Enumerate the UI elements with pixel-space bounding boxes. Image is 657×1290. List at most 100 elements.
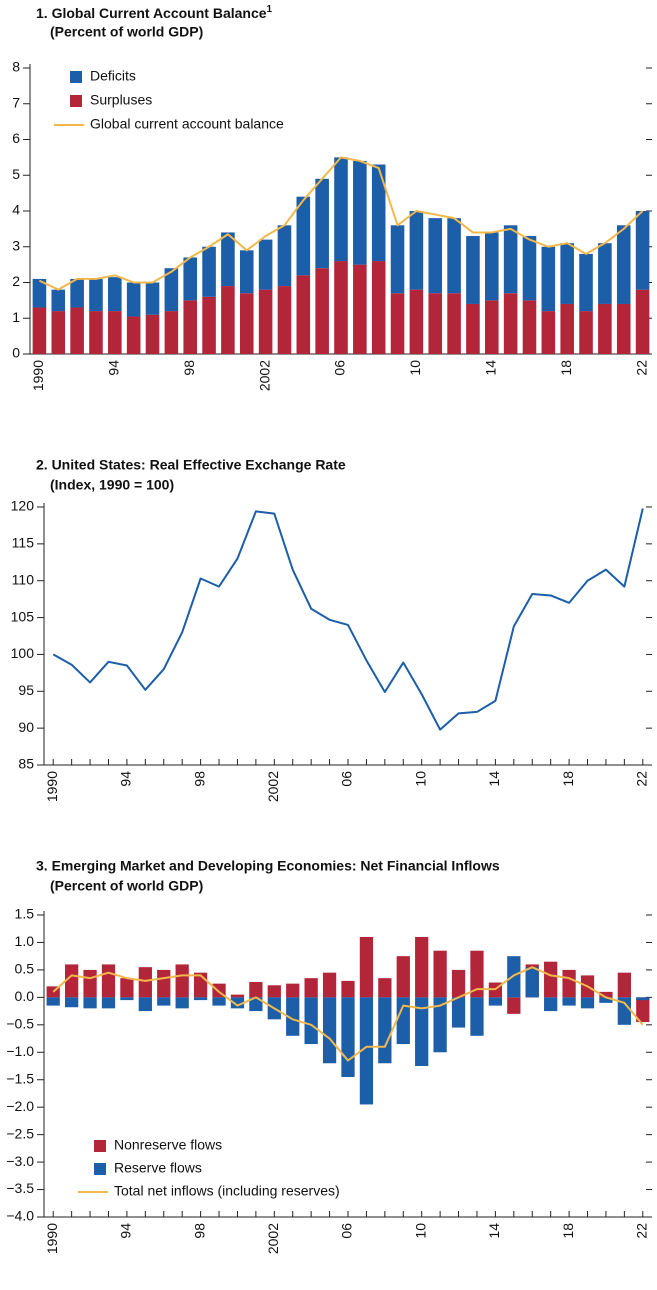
bar (46, 997, 60, 1006)
bar (390, 293, 405, 354)
bar (470, 950, 484, 998)
y-tick-label: 120 (11, 498, 35, 514)
bar (334, 261, 348, 354)
bar (353, 264, 367, 354)
bar (322, 997, 337, 1064)
bar (541, 311, 556, 354)
bar (126, 316, 141, 354)
bar (451, 997, 466, 1028)
bar (579, 311, 593, 354)
x-tick-label: 22 (633, 771, 649, 787)
bar (428, 293, 443, 354)
bar (415, 997, 429, 1066)
bar (466, 236, 480, 304)
bar (249, 997, 263, 1012)
bar (560, 243, 574, 304)
y-tick-label: 3 (12, 237, 20, 253)
y-tick-label: 115 (12, 535, 35, 551)
bar (341, 980, 355, 998)
bar (120, 997, 134, 1001)
chart-title: 2. United States: Real Effective Exchang… (36, 457, 346, 473)
bar (175, 964, 189, 998)
y-tick-label: 0 (12, 345, 20, 361)
bar (485, 232, 499, 301)
bar (230, 994, 245, 998)
bar (598, 243, 612, 304)
y-tick-label: −3.5 (6, 1180, 34, 1196)
x-tick-label: 22 (633, 360, 649, 376)
bar (296, 275, 311, 354)
bar (157, 969, 171, 998)
bar (447, 293, 461, 354)
y-tick-label: 95 (18, 682, 34, 698)
bar (193, 997, 208, 1001)
line (52, 966, 644, 1062)
bar (202, 246, 216, 297)
bar (145, 314, 160, 354)
bar (598, 303, 612, 354)
bar (202, 296, 216, 354)
x-tick-label: 98 (181, 360, 197, 376)
chart-subtitle: (Percent of world GDP) (50, 24, 203, 40)
bar (126, 282, 141, 317)
y-tick-label: −1.0 (6, 1043, 34, 1059)
bar (138, 967, 152, 998)
bar (507, 997, 521, 1014)
bar (579, 253, 593, 312)
bar (120, 978, 134, 998)
y-tick-label: 5 (12, 166, 20, 182)
y-tick-label: 85 (18, 756, 34, 772)
bar (447, 218, 461, 294)
bar (359, 997, 374, 1105)
bar (522, 300, 537, 354)
y-tick-label: −4.0 (6, 1208, 34, 1224)
chart-title: 1. Global Current Account Balance1 (36, 4, 273, 21)
bar (488, 997, 503, 1006)
bar (286, 983, 300, 998)
bar (636, 997, 650, 1023)
bar (396, 956, 410, 998)
legend-label: Deficits (90, 68, 136, 84)
bar (51, 311, 66, 354)
bar (258, 289, 273, 354)
bar (65, 964, 79, 998)
bar (522, 236, 537, 301)
y-tick-label: 4 (12, 202, 20, 218)
bar (221, 232, 235, 287)
bar (108, 277, 122, 312)
x-tick-label: 98 (191, 771, 207, 787)
bar (249, 981, 263, 998)
bar (599, 997, 613, 1003)
bar (371, 261, 386, 354)
x-tick-label: 2002 (265, 1223, 281, 1254)
bar (544, 961, 558, 998)
legend-label: Total net inflows (including reserves) (114, 1183, 340, 1199)
x-tick-label: 18 (560, 1223, 576, 1239)
title-note: 1 (267, 4, 273, 15)
bar (433, 997, 447, 1053)
bar (616, 225, 631, 304)
bar (390, 225, 405, 294)
legend-swatch (70, 71, 82, 83)
bar (378, 997, 392, 1064)
bar (636, 997, 650, 1001)
y-tick-label: 8 (12, 59, 20, 75)
x-tick-label: 14 (486, 771, 502, 787)
title-text: 1. Global Current Account Balance (36, 5, 267, 21)
bar (258, 239, 273, 290)
bar (267, 985, 281, 998)
y-tick-label: 7 (12, 94, 20, 110)
bar (507, 956, 521, 998)
bar (183, 257, 197, 301)
x-tick-label: 14 (482, 360, 498, 376)
bar (353, 160, 367, 265)
bar (89, 278, 103, 312)
y-tick-label: 90 (18, 719, 34, 735)
legend-swatch (70, 95, 82, 107)
bar (315, 268, 329, 354)
x-tick-label: 94 (118, 771, 134, 787)
legend-label: Nonreserve flows (114, 1137, 222, 1153)
bar (32, 278, 47, 308)
bar (83, 969, 97, 998)
bar (525, 967, 539, 998)
